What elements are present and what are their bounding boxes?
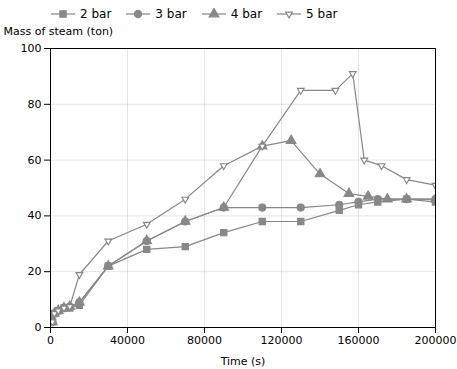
- html-text:5 bar: 5 bar: [306, 7, 338, 21]
- svg-text:Mass of steam (ton): Mass of steam (ton): [4, 25, 114, 38]
- svg-text:100: 100: [21, 42, 42, 55]
- svg-text:20: 20: [28, 265, 42, 278]
- svg-text:80000: 80000: [187, 334, 222, 347]
- svg-text:Time (s): Time (s): [220, 355, 266, 368]
- svg-text:40000: 40000: [110, 334, 145, 347]
- html-text:3 bar: 3 bar: [155, 7, 187, 21]
- svg-text:80: 80: [28, 98, 42, 111]
- svg-text:0: 0: [47, 334, 54, 347]
- html-text:2 bar: 2 bar: [80, 7, 112, 21]
- svg-text:0: 0: [35, 321, 42, 334]
- svg-text:40: 40: [28, 209, 42, 222]
- svg-text:200000: 200000: [415, 334, 457, 347]
- svg-text:120000: 120000: [261, 334, 303, 347]
- html-text:4 bar: 4 bar: [230, 7, 263, 21]
- svg-text:60: 60: [28, 154, 42, 167]
- svg-text:160000: 160000: [338, 334, 380, 347]
